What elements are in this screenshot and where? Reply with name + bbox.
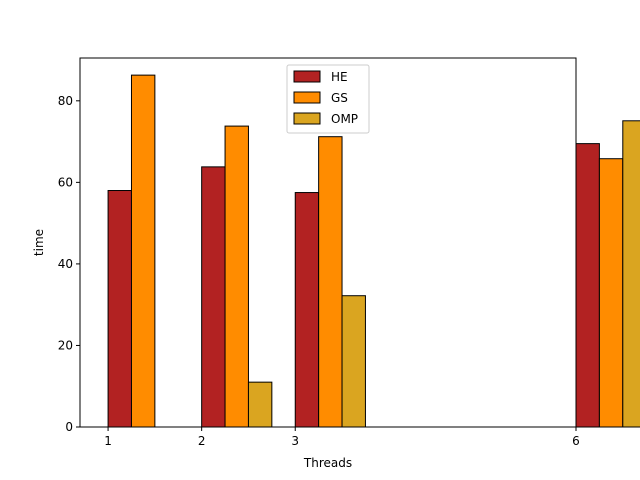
y-tick-label: 0 xyxy=(65,420,73,434)
bar-omp-3 xyxy=(341,295,366,428)
bar-gs-6 xyxy=(598,158,624,428)
y-tick-label: 20 xyxy=(58,338,73,352)
bar-gs-2 xyxy=(224,125,249,428)
bar-he-1 xyxy=(107,190,132,428)
y-tick-label: 40 xyxy=(58,257,73,271)
bar-gs-3 xyxy=(318,136,343,428)
y-tick-label: 60 xyxy=(58,175,73,189)
x-axis-label: Threads xyxy=(303,456,352,470)
legend-label-gs: GS xyxy=(331,91,348,105)
bar-he-3 xyxy=(294,192,320,428)
y-axis-label: time xyxy=(32,229,46,256)
legend-label-omp: OMP xyxy=(331,112,358,126)
bar-he-6 xyxy=(575,143,600,428)
bar-omp-6 xyxy=(622,120,640,428)
legend-swatch-he xyxy=(293,70,321,83)
x-tick-label: 1 xyxy=(104,434,112,448)
plot-frame xyxy=(79,57,577,428)
bars-group xyxy=(107,74,640,428)
legend-label-he: HE xyxy=(331,70,348,84)
x-tick-label: 3 xyxy=(291,434,299,448)
x-tick-label: 6 xyxy=(572,434,580,448)
y-tick-label: 80 xyxy=(58,94,73,108)
legend: HE GS OMP xyxy=(286,64,370,134)
x-tick-label: 2 xyxy=(198,434,206,448)
bar-he-2 xyxy=(201,166,226,428)
x-axis-ticks: 1 2 3 6 xyxy=(104,427,580,448)
legend-swatch-omp xyxy=(293,112,321,125)
bar-gs-1 xyxy=(130,74,156,428)
bar-omp-2 xyxy=(247,381,273,428)
legend-swatch-gs xyxy=(293,91,321,104)
y-axis-ticks: 0 20 40 60 80 xyxy=(58,94,80,434)
